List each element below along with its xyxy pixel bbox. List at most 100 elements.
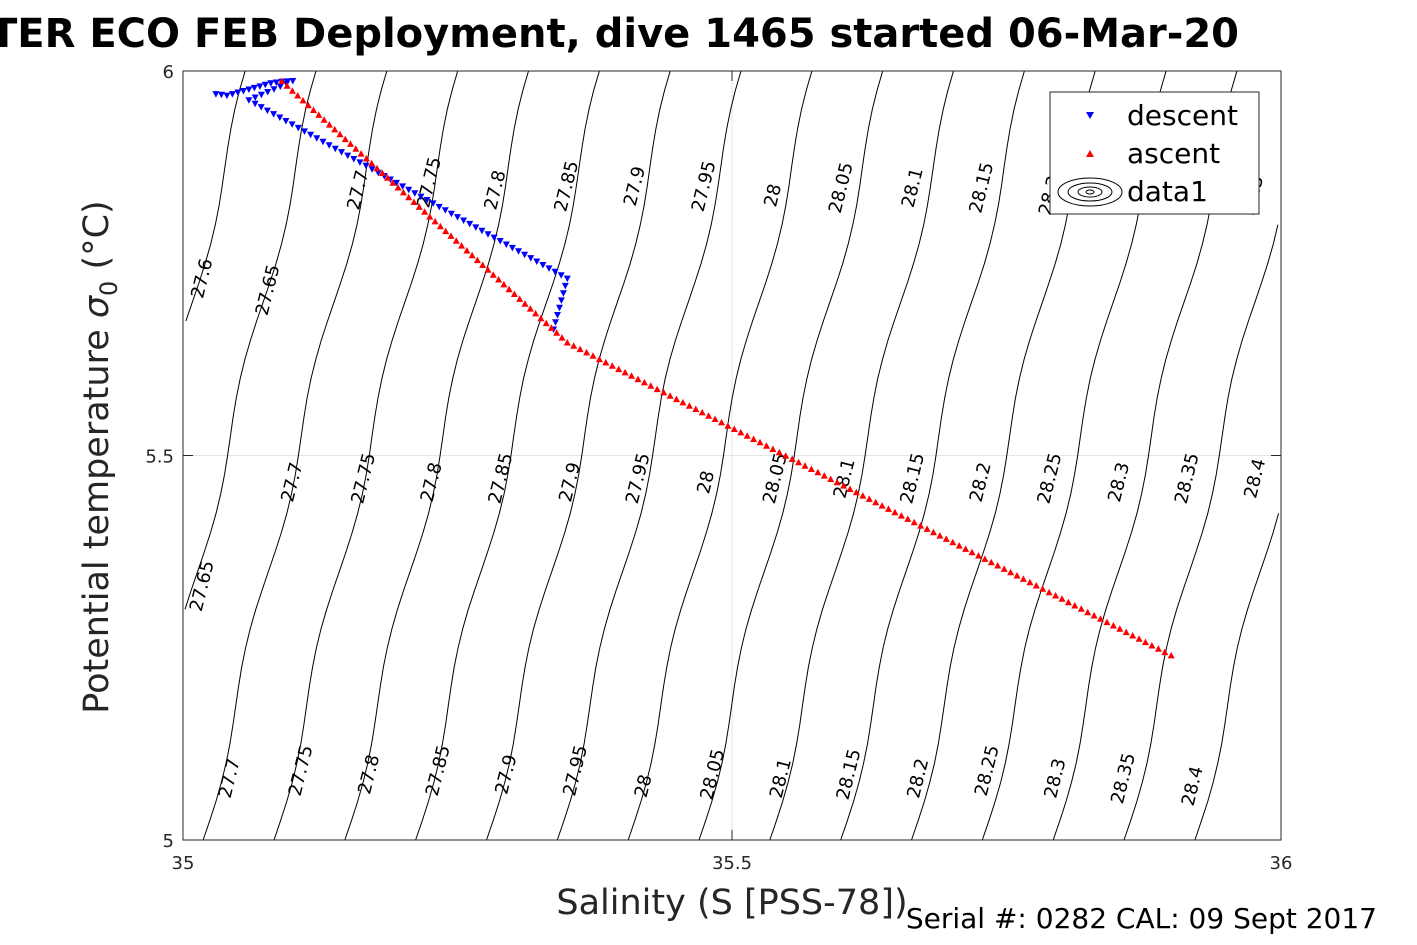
ascent-marker [288, 87, 296, 94]
descent-marker [263, 107, 271, 115]
descent-marker [282, 118, 290, 125]
ascent-marker [640, 378, 648, 386]
isopycnal-line [1123, 224, 1279, 841]
isopycnal-line [627, 70, 813, 841]
ascent-marker [447, 232, 455, 239]
y-axis-label-symbol: σ [77, 294, 117, 318]
descent-marker [257, 91, 265, 99]
descent-marker [417, 193, 425, 201]
descent-marker [264, 89, 272, 96]
descent-marker [484, 231, 492, 238]
ascent-marker [730, 425, 738, 432]
y-axis-label-subscript: 0 [95, 281, 123, 296]
descent-marker [313, 135, 321, 142]
descent-marker [515, 248, 522, 255]
ascent-marker [1090, 612, 1098, 619]
descent-marker [217, 91, 225, 99]
ascent-marker [737, 428, 745, 436]
ascent-marker [468, 251, 476, 259]
ascent-marker [362, 155, 370, 162]
ascent-marker [923, 525, 931, 532]
x-axis-label: Salinity (S [PSS-78]) [556, 883, 907, 923]
ascent-marker [399, 188, 407, 196]
descent-marker [288, 121, 296, 128]
ascent-marker [1116, 625, 1124, 632]
ascent-marker [987, 558, 995, 566]
ascent-marker [859, 492, 867, 499]
ascent-marker [679, 398, 687, 406]
ascent-marker [769, 445, 777, 452]
descent-marker [325, 142, 333, 149]
ascent-marker [782, 452, 790, 459]
footer-serial-cal: Serial #: 0282 CAL: 09 Sept 2017 [906, 902, 1377, 935]
descent-marker [554, 312, 561, 319]
ascent-marker [692, 405, 700, 412]
ascent-marker [547, 324, 555, 331]
ascent-marker [1142, 638, 1149, 646]
ascent-marker [1077, 605, 1085, 612]
y-tick-label: 6 [163, 62, 174, 83]
ascent-marker [1167, 651, 1175, 659]
ascent-marker [615, 365, 623, 373]
descent-marker [557, 297, 565, 304]
ascent-marker [479, 261, 487, 268]
descent-marker [435, 203, 443, 211]
isopycnal-line [556, 70, 742, 841]
ascent-marker [558, 334, 566, 341]
descent-marker [429, 200, 437, 207]
ascent-marker [750, 435, 758, 442]
descent-marker [267, 80, 275, 87]
descent-marker [245, 86, 253, 93]
ascent-marker [500, 280, 508, 288]
descent-marker [251, 94, 259, 101]
isopycnal-line [840, 70, 1025, 841]
chart-title: TER ECO FEB Deployment, dive 1465 starte… [0, 11, 1239, 57]
ascent-marker [389, 179, 397, 186]
descent-marker [490, 234, 498, 242]
descent-marker [411, 190, 419, 197]
isopycnal-line [415, 70, 600, 841]
ascent-marker [521, 300, 529, 307]
descent-marker [250, 84, 258, 92]
descent-marker [393, 179, 400, 187]
descent-marker [447, 210, 455, 218]
ascent-marker [685, 402, 693, 409]
descent-marker [350, 156, 358, 163]
descent-marker [223, 92, 231, 100]
descent-marker [289, 78, 297, 85]
descent-marker [251, 100, 259, 108]
ascent-marker [763, 442, 770, 449]
descent-marker [556, 304, 563, 312]
ascent-marker [634, 375, 642, 383]
ascent-marker [542, 319, 550, 327]
ascent-marker [788, 455, 796, 462]
descent-marker [272, 79, 280, 86]
x-tick-label: 36 [1270, 853, 1293, 874]
ascent-marker [410, 198, 418, 205]
legend-ascent-marker [1086, 150, 1094, 157]
ascent-marker [653, 385, 661, 393]
ascent-marker [283, 82, 291, 89]
ascent-marker [955, 542, 963, 549]
descent-marker [423, 197, 431, 204]
ascent-marker [1052, 592, 1060, 599]
descent-marker [374, 169, 382, 177]
isopycnal-line [344, 70, 529, 841]
descent-marker [472, 224, 480, 231]
ascent-marker [489, 271, 497, 278]
ascent-marker [347, 140, 354, 147]
descent-marker [257, 104, 265, 111]
ascent-marker [852, 488, 860, 496]
ascent-marker [384, 174, 392, 181]
ascent-marker [505, 285, 513, 293]
descent-marker [212, 91, 220, 98]
descent-marker [552, 319, 559, 326]
ascent-marker [878, 502, 886, 509]
ascent-marker [563, 339, 571, 346]
ascent-marker [299, 96, 307, 104]
ascent-marker [628, 372, 635, 379]
ascent-marker [570, 342, 578, 349]
descent-marker [239, 88, 247, 95]
ascent-marker [1045, 588, 1053, 596]
ascent-marker [357, 150, 365, 157]
